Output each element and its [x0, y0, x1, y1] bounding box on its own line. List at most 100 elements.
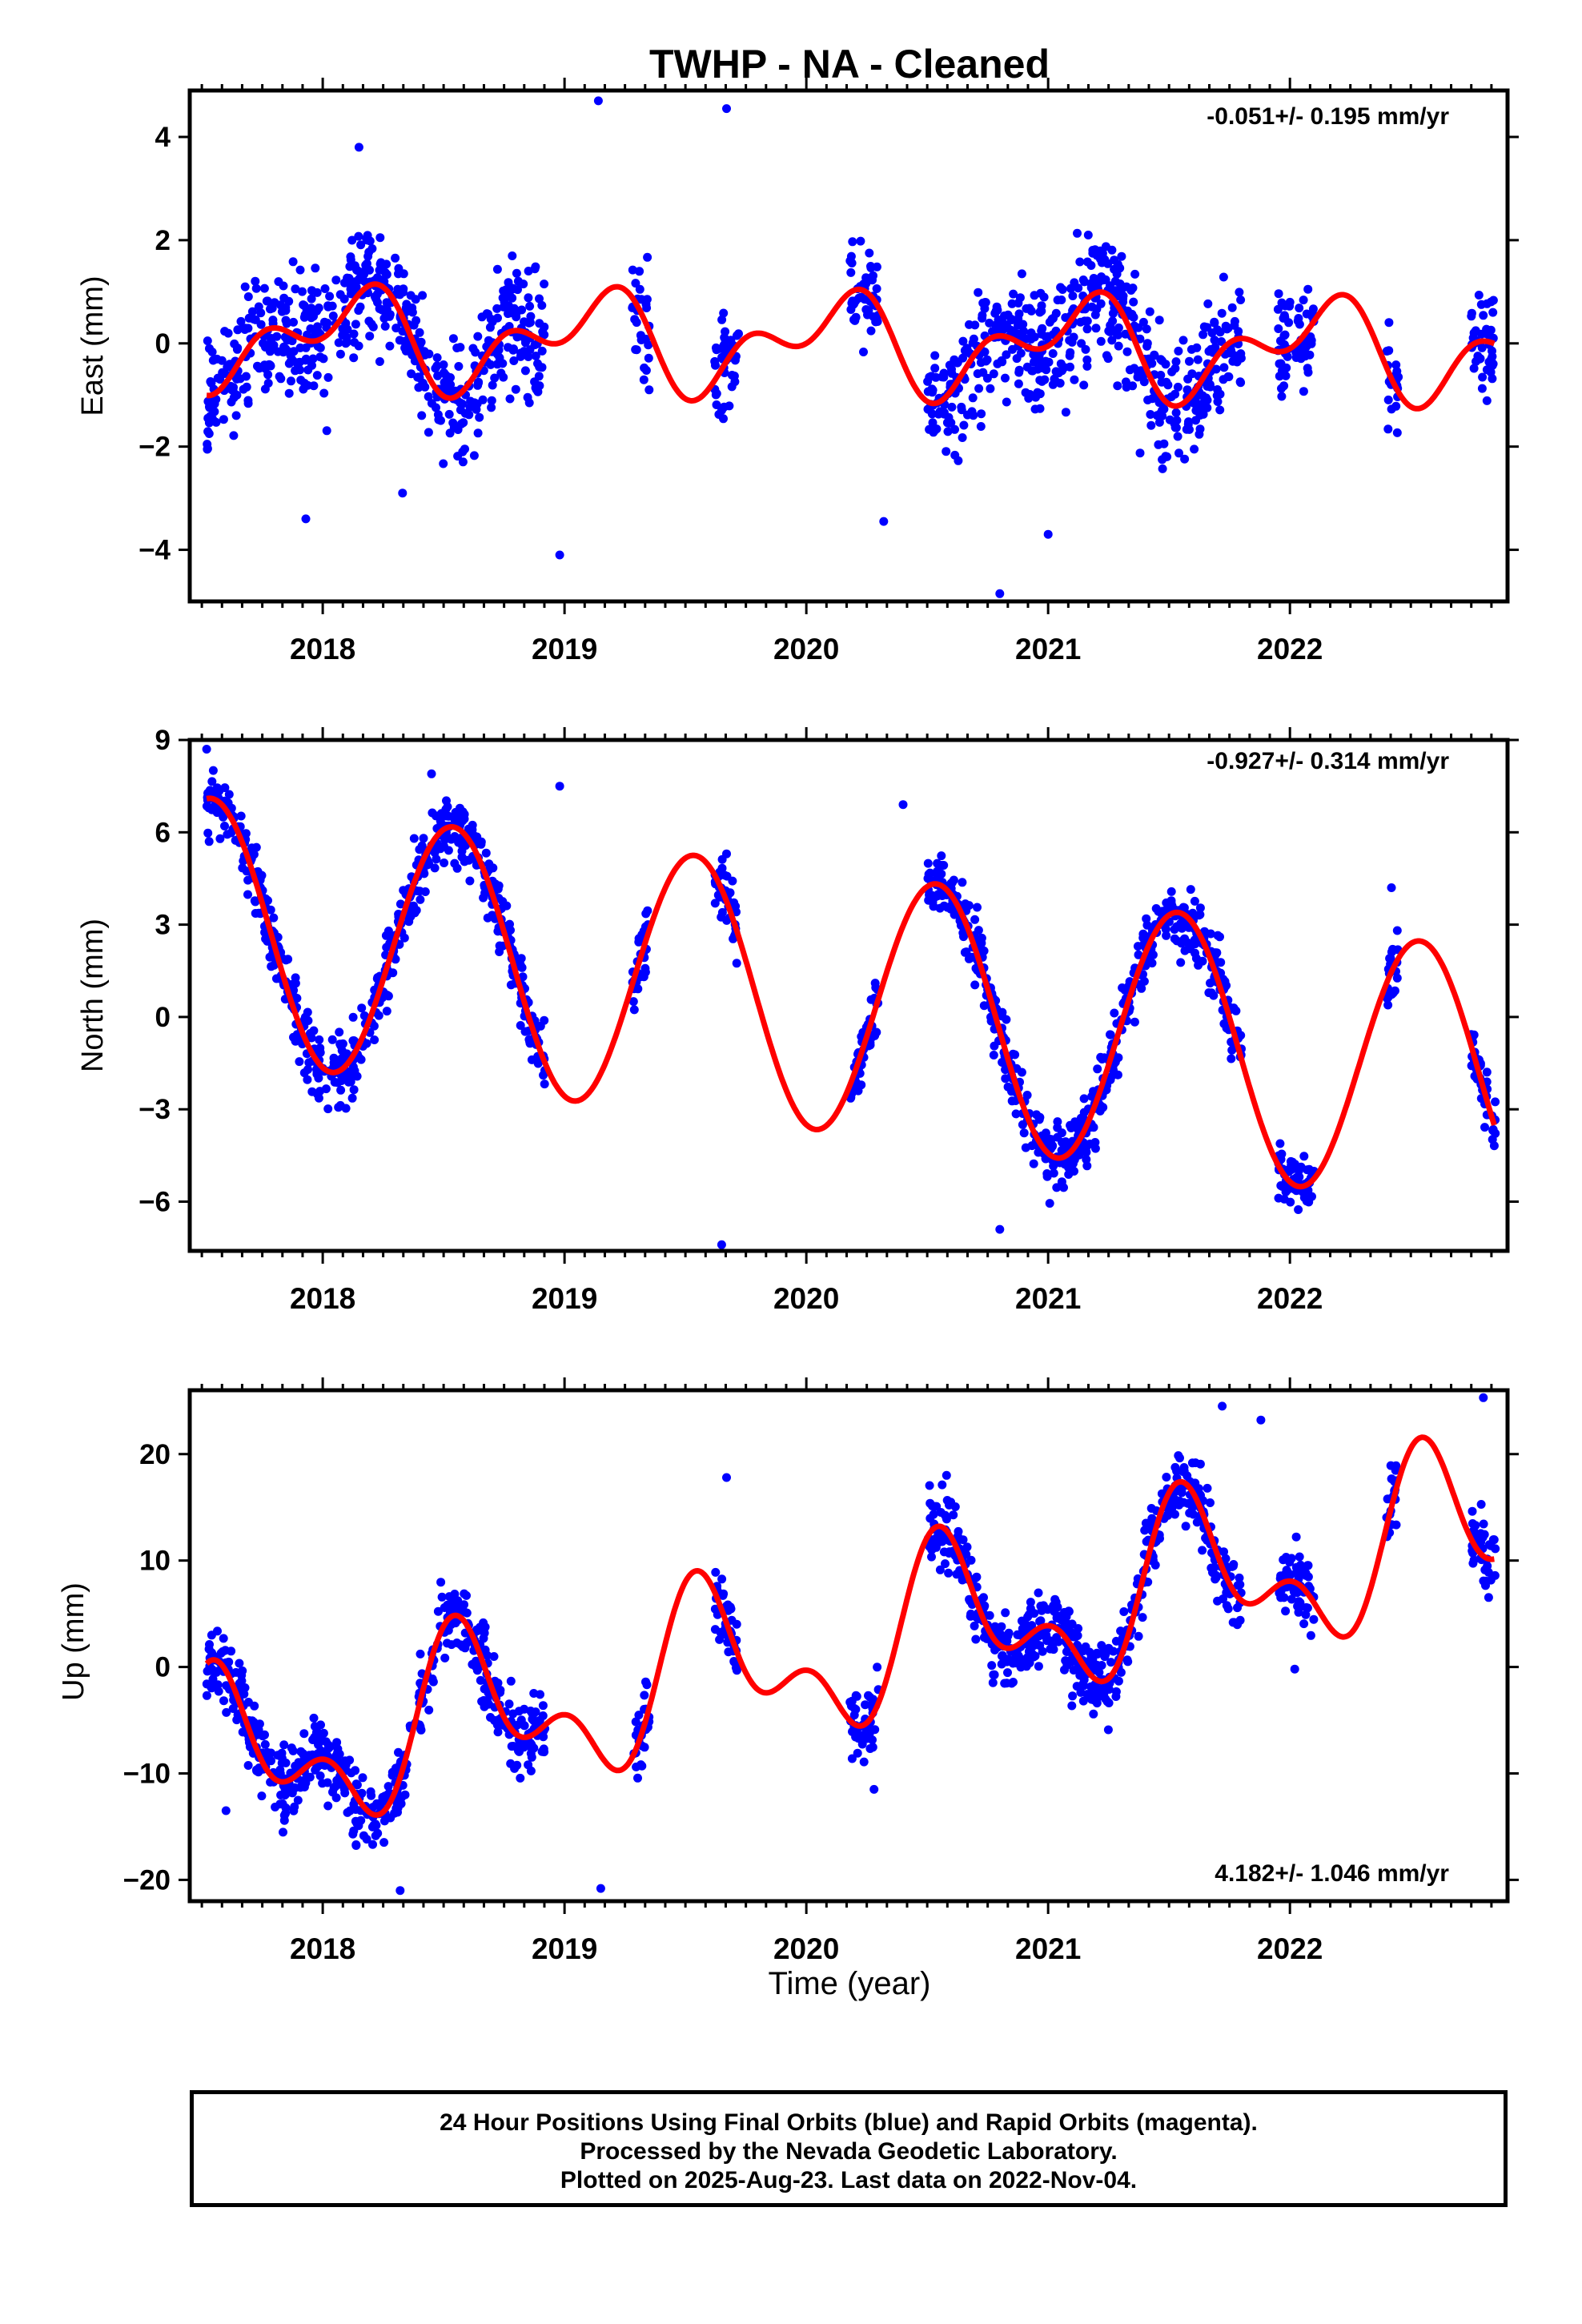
data-point: [871, 317, 881, 327]
data-point: [1303, 284, 1313, 294]
data-point: [269, 913, 279, 923]
data-point: [962, 1542, 972, 1552]
data-point: [640, 967, 650, 977]
data-point: [281, 1808, 291, 1818]
data-point: [243, 292, 253, 301]
data-point: [1192, 343, 1202, 352]
data-point: [524, 293, 533, 303]
data-point: [355, 302, 365, 312]
data-point: [259, 283, 269, 293]
data-point: [225, 360, 235, 369]
data-point: [1290, 1664, 1299, 1674]
data-point: [448, 1595, 458, 1605]
data-point: [439, 360, 448, 369]
data-point: [415, 845, 424, 854]
data-point: [351, 320, 360, 329]
data-point: [1203, 403, 1212, 412]
data-point: [717, 1574, 727, 1584]
data-point: [349, 353, 359, 363]
data-point: [419, 834, 428, 843]
data-point: [1174, 448, 1183, 458]
data-point: [243, 1698, 253, 1707]
data-point: [483, 1695, 492, 1705]
data-point: [233, 325, 243, 335]
panel-north-ylabel: North (mm): [76, 919, 110, 1072]
y-tick-label: −2: [139, 432, 171, 463]
y-tick-label: 20: [139, 1439, 171, 1470]
data-point: [954, 456, 963, 465]
data-point: [853, 1748, 862, 1758]
data-point: [358, 1773, 367, 1783]
data-point: [1061, 313, 1070, 322]
data-point: [644, 353, 653, 363]
data-point: [988, 1678, 998, 1687]
data-point: [1290, 1160, 1299, 1169]
data-point: [516, 1773, 525, 1783]
data-point: [1003, 1668, 1012, 1678]
data-point: [927, 1552, 936, 1562]
data-point: [385, 341, 395, 351]
data-point: [323, 1801, 333, 1811]
data-point: [213, 373, 223, 383]
data-point: [380, 307, 390, 316]
panel-east-plot: −4 −2 0 2 4 2018 2019 2020 2021 2022: [139, 78, 1519, 665]
data-point: [1482, 299, 1492, 308]
data-point: [1482, 396, 1492, 405]
data-point: [846, 1093, 855, 1103]
data-point: [994, 1625, 1003, 1634]
data-point: [868, 275, 877, 285]
data-point: [928, 388, 937, 397]
data-point: [1162, 931, 1171, 940]
data-point: [1066, 1657, 1076, 1667]
x-axis-label: Time (year): [769, 1966, 931, 2001]
data-point: [486, 1713, 495, 1722]
data-point: [511, 384, 520, 394]
data-point: [288, 1746, 298, 1755]
data-point: [290, 1783, 299, 1792]
data-point: [322, 426, 331, 436]
data-point: [237, 1671, 247, 1680]
data-point: [1488, 346, 1496, 356]
data-point: [343, 273, 352, 283]
data-point: [494, 881, 504, 891]
data-point: [1061, 408, 1070, 417]
data-point: [316, 1746, 326, 1755]
data-point: [312, 371, 322, 380]
data-point: [970, 1621, 979, 1630]
data-point: [1134, 1631, 1143, 1641]
data-point: [1008, 1659, 1018, 1668]
data-point: [305, 1772, 315, 1782]
data-point: [938, 372, 947, 382]
data-point: [1139, 976, 1149, 986]
data-point: [338, 324, 347, 334]
data-point: [484, 309, 492, 319]
data-point: [1154, 417, 1164, 427]
data-point: [347, 289, 355, 299]
data-point: [283, 336, 292, 345]
data-point: [1207, 328, 1217, 338]
data-point: [319, 388, 329, 398]
data-point: [396, 899, 405, 909]
data-point: [1177, 1488, 1186, 1498]
data-point: [1037, 326, 1046, 336]
data-point: [1195, 903, 1205, 913]
data-point: [1086, 1692, 1096, 1702]
data-point: [341, 1104, 351, 1113]
data-point: [1014, 309, 1024, 319]
model-curve: [204, 1434, 1496, 1818]
data-point: [355, 1053, 364, 1063]
data-point: [947, 402, 957, 412]
data-point: [1474, 291, 1484, 300]
data-point: [1100, 255, 1110, 264]
data-point: [1174, 1451, 1183, 1461]
data-point: [254, 302, 263, 312]
data-point: [1235, 1573, 1244, 1582]
data-point: [636, 331, 645, 340]
data-point: [725, 401, 734, 411]
data-point: [323, 1104, 333, 1114]
x-tick-label: 2020: [773, 633, 839, 665]
data-point: [1301, 1570, 1311, 1580]
data-point: [1050, 376, 1060, 384]
data-point: [223, 830, 232, 839]
data-point: [1142, 324, 1151, 334]
